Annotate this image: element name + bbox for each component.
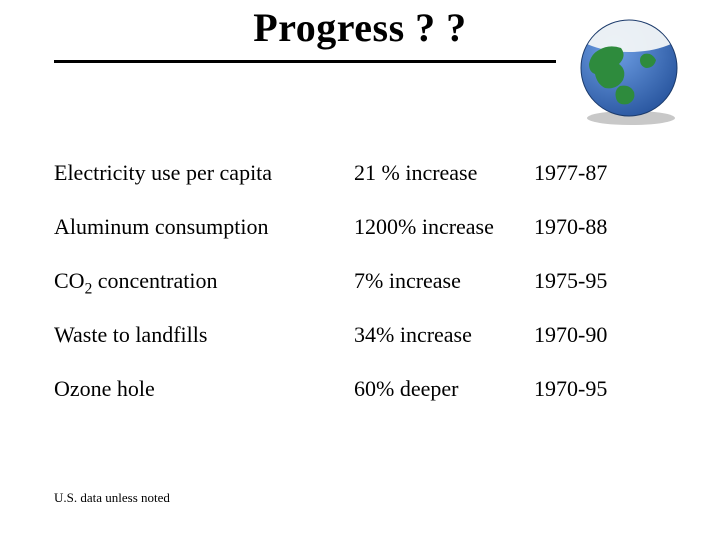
metric-period: 1977-87 [534, 160, 654, 214]
metric-period: 1970-90 [534, 322, 654, 376]
data-table-body: Electricity use per capita 21 % increase… [54, 160, 654, 430]
table-row: Ozone hole 60% deeper 1970-95 [54, 376, 654, 430]
metric-period: 1970-95 [534, 376, 654, 430]
metric-label: Aluminum consumption [54, 214, 354, 268]
table-row: Electricity use per capita 21 % increase… [54, 160, 654, 214]
metric-period: 1975-95 [534, 268, 654, 322]
metric-label: Ozone hole [54, 376, 354, 430]
metric-change: 60% deeper [354, 376, 534, 430]
table-row: Waste to landfills 34% increase 1970-90 [54, 322, 654, 376]
data-table: Electricity use per capita 21 % increase… [54, 160, 654, 430]
table-row: Aluminum consumption 1200% increase 1970… [54, 214, 654, 268]
page-title: Progress ? ? [253, 5, 466, 50]
globe-icon [574, 16, 684, 126]
horizontal-rule [54, 60, 556, 63]
metric-change: 7% increase [354, 268, 534, 322]
metric-label: Waste to landfills [54, 322, 354, 376]
metric-label: Electricity use per capita [54, 160, 354, 214]
table-row: CO2 concentration 7% increase 1975-95 [54, 268, 654, 322]
metric-change: 34% increase [354, 322, 534, 376]
metric-label: CO2 concentration [54, 268, 354, 322]
metric-change: 21 % increase [354, 160, 534, 214]
metric-period: 1970-88 [534, 214, 654, 268]
metric-change: 1200% increase [354, 214, 534, 268]
slide: Progress ? ? Electricity use per capita … [0, 0, 720, 540]
footnote: U.S. data unless noted [54, 490, 170, 506]
